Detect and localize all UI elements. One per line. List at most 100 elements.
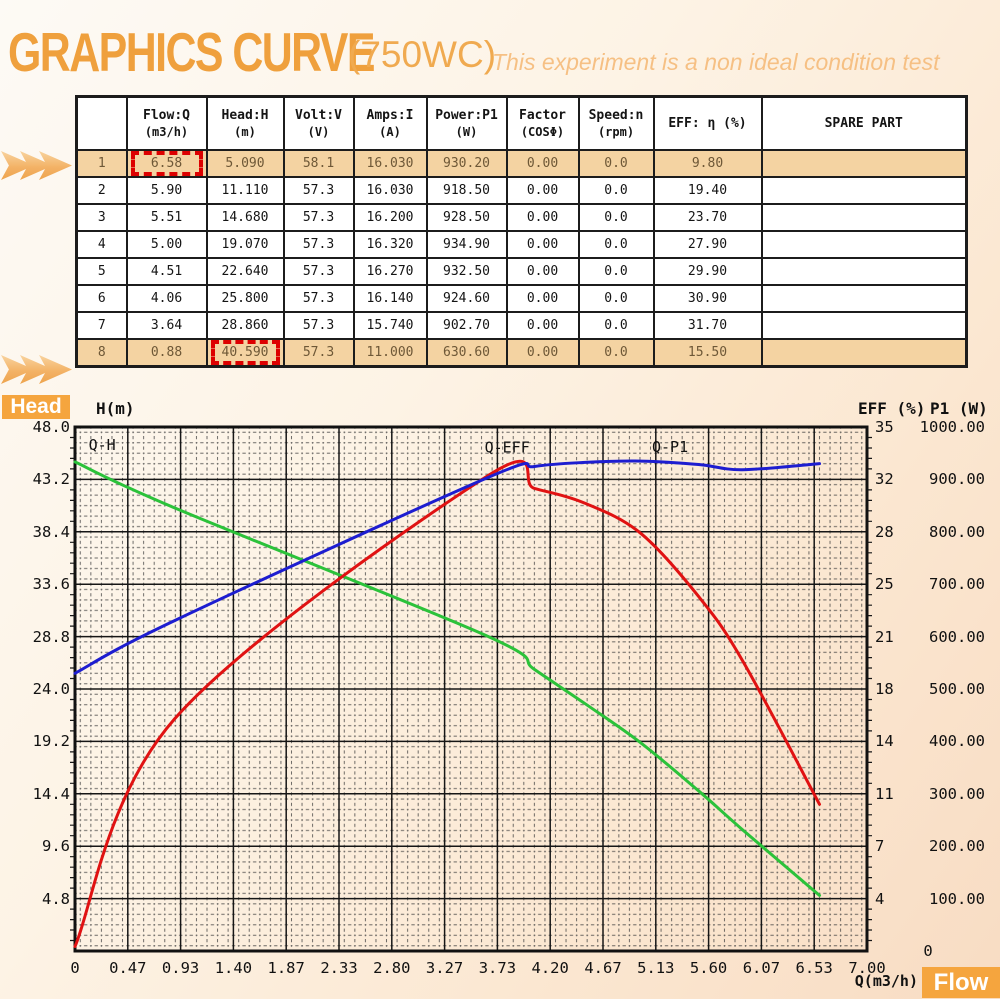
- table-cell: 27.90: [652, 230, 763, 259]
- table-cell: 57.3: [282, 311, 355, 340]
- y-p1-tick: 900.00: [929, 470, 985, 489]
- table-cell: 0.0: [577, 230, 655, 259]
- model-label: (750WC): [348, 34, 497, 75]
- y-left-tick: 33.6: [32, 575, 70, 594]
- table-row: 3 5.51 14.680 57.3 16.200 928.50 0.00 0.0 23.70: [75, 203, 968, 232]
- y-eff-tick: 32: [875, 470, 894, 489]
- y-p1-tick: 700.00: [929, 575, 985, 594]
- table-header-cell: [75, 95, 128, 151]
- table-cell: 1: [75, 149, 128, 178]
- table-header-cell: Speed:n (rpm): [577, 95, 655, 151]
- table-cell: 57.3: [282, 257, 355, 286]
- x-tick: 5.60: [689, 959, 728, 977]
- table-cell: [760, 257, 968, 286]
- curve-q-p1: [73, 459, 821, 675]
- table-cell: 932.50: [425, 257, 508, 286]
- y-left-tick: 38.4: [32, 522, 70, 541]
- x-tick: 1.40: [214, 959, 253, 977]
- table-row: 8 0.88 40.590 57.3 11.000 630.60 0.00 0.0 15.50: [75, 338, 968, 368]
- table-cell: 11.110: [205, 176, 285, 205]
- y-p1-tick: 1000.00: [919, 418, 985, 436]
- y-eff-tick: 7: [875, 837, 885, 856]
- table-cell: 15.50: [652, 338, 763, 368]
- table-cell: 928.50: [425, 203, 508, 232]
- table-cell: 15.740: [352, 311, 428, 340]
- y-eff-tick: 14: [875, 732, 894, 751]
- x-tick: 0.47: [109, 959, 147, 977]
- curve-label-q-eff: Q-EFF: [485, 439, 530, 457]
- x-tick: 2.33: [320, 959, 358, 977]
- table-header-cell: Flow:Q (m3/h): [125, 95, 208, 151]
- y-left-tick: 14.4: [32, 784, 70, 803]
- table-cell: 5.090: [205, 149, 285, 178]
- table-cell: 630.60: [425, 338, 508, 368]
- x-tick: 4.20: [531, 959, 569, 977]
- x-tick: 6.07: [742, 959, 781, 977]
- x-tick: 3.73: [478, 959, 517, 977]
- curve-label-q-h: Q-H: [89, 436, 116, 454]
- table-cell: 0.00: [505, 176, 580, 205]
- table-cell: 5: [75, 257, 128, 286]
- page-title: GRAPHICS CURVE: [8, 21, 375, 83]
- table-cell: 25.800: [205, 284, 285, 313]
- table-cell: 8: [75, 338, 128, 368]
- table-cell: 57.3: [282, 203, 355, 232]
- y-left-tick: 48.0: [32, 418, 70, 436]
- y-eff-tick: 18: [875, 680, 894, 698]
- table-header-cell: Power:P1 (W): [425, 95, 508, 151]
- y-left-tick: 9.6: [42, 837, 70, 856]
- table-cell: 16.320: [352, 230, 428, 259]
- table-cell: 4: [75, 230, 128, 259]
- table-cell: 19.40: [652, 176, 763, 205]
- y-left-tick: 4.8: [42, 889, 70, 908]
- table-cell: 31.70: [652, 311, 763, 340]
- table-cell: 5.90: [125, 176, 208, 205]
- table-cell: 58.1: [282, 149, 355, 178]
- table-cell: 0.00: [505, 311, 580, 340]
- table-cell: 9.80: [652, 149, 763, 178]
- table-cell: 0.0: [577, 311, 655, 340]
- x-tick: 1.87: [267, 959, 305, 977]
- table-cell: 0.0: [577, 284, 655, 313]
- table-cell: [760, 176, 968, 205]
- axis-minor-ticks: [70, 436, 872, 942]
- y-left-tick: 24.0: [32, 680, 70, 698]
- table-cell: 19.070: [205, 230, 285, 259]
- table-cell: 0.00: [505, 203, 580, 232]
- table-cell: 0.88: [125, 338, 208, 368]
- y-eff-tick: 35: [875, 418, 894, 436]
- table-cell: 57.3: [282, 230, 355, 259]
- table-cell: 57.3: [282, 338, 355, 368]
- table-cell: 16.030: [352, 176, 428, 205]
- table-header-cell: Amps:I (A): [352, 95, 428, 151]
- table-header-cell: SPARE PART: [760, 95, 968, 151]
- table-row: 5 4.51 22.640 57.3 16.270 932.50 0.00 0.0 29.90: [75, 257, 968, 286]
- table-cell: 16.200: [352, 203, 428, 232]
- table-cell: 4.06: [125, 284, 208, 313]
- table-cell: 7: [75, 311, 128, 340]
- table-cell: 0.00: [505, 284, 580, 313]
- table-cell: 902.70: [425, 311, 508, 340]
- table-cell: 40.590: [205, 338, 285, 368]
- flow-badge: Flow: [922, 967, 1000, 998]
- table-cell: [760, 230, 968, 259]
- table-cell: 3: [75, 203, 128, 232]
- table-cell: 0.0: [577, 203, 655, 232]
- table-cell: 2: [75, 176, 128, 205]
- table-cell: 918.50: [425, 176, 508, 205]
- y-p1-tick: 500.00: [929, 680, 985, 698]
- table-cell: 5.00: [125, 230, 208, 259]
- table-header-cell: Volt:V (V): [282, 95, 355, 151]
- table-cell: 16.270: [352, 257, 428, 286]
- table-cell: 0.00: [505, 257, 580, 286]
- curve-q-h: [73, 460, 821, 897]
- table-header-cell: Head:H (m): [205, 95, 285, 151]
- table-row: 4 5.00 19.070 57.3 16.320 934.90 0.00 0.0 27.90: [75, 230, 968, 259]
- y-p1-tick: 600.00: [929, 627, 985, 646]
- table-cell: 57.3: [282, 284, 355, 313]
- table-cell: [760, 149, 968, 178]
- curve-q-eff: [73, 459, 821, 948]
- table-cell: 16.030: [352, 149, 428, 178]
- y-left-tick: 43.2: [32, 470, 70, 489]
